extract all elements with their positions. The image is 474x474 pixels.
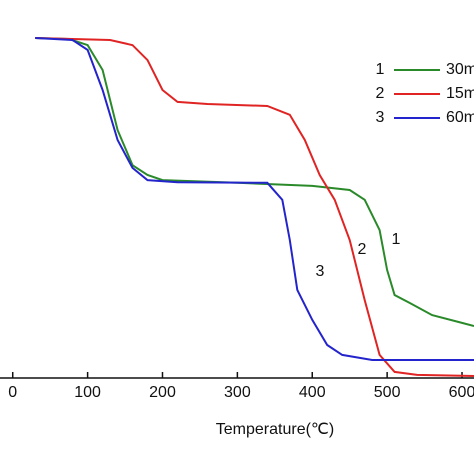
x-tick-label: 500 bbox=[374, 384, 401, 401]
line bbox=[35, 37, 474, 377]
x-axis-label: Temperature(℃) bbox=[216, 421, 334, 438]
x-tick-label: 400 bbox=[299, 384, 326, 401]
curve-label: 1 bbox=[392, 231, 401, 248]
x-tick-label: 600 bbox=[449, 384, 474, 401]
curve-label: 2 bbox=[358, 241, 367, 258]
line bbox=[35, 37, 474, 361]
x-tick-label: 100 bbox=[74, 384, 101, 401]
x-tick-label: 200 bbox=[149, 384, 176, 401]
curve-label: 3 bbox=[316, 263, 325, 280]
line bbox=[35, 37, 474, 327]
legend-label: 30min bbox=[446, 61, 474, 78]
legend-number: 2 bbox=[376, 85, 385, 102]
legend-number: 3 bbox=[376, 109, 385, 126]
x-tick-label: 300 bbox=[224, 384, 251, 401]
legend-number: 1 bbox=[376, 61, 385, 78]
x-tick-label: 0 bbox=[8, 384, 17, 401]
legend-label: 15min bbox=[446, 85, 474, 102]
legend-label: 60min bbox=[446, 109, 474, 126]
